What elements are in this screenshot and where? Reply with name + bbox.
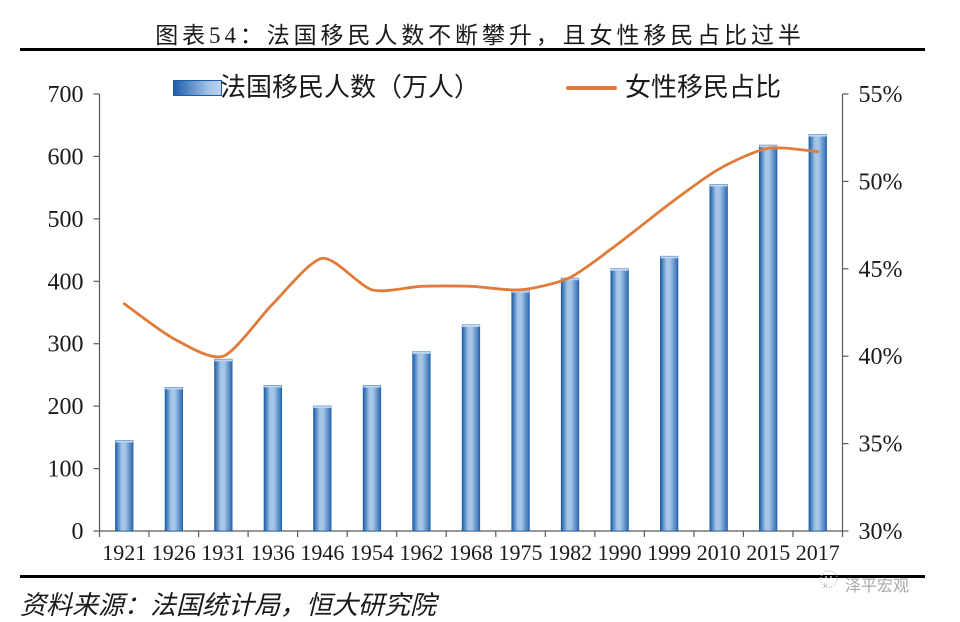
svg-text:1975: 1975 — [499, 540, 543, 565]
svg-text:2017: 2017 — [796, 540, 840, 565]
svg-text:600: 600 — [48, 144, 84, 170]
svg-text:1990: 1990 — [598, 540, 642, 565]
svg-text:1921: 1921 — [102, 540, 146, 565]
svg-text:1982: 1982 — [548, 540, 592, 565]
svg-text:200: 200 — [48, 394, 84, 420]
svg-text:1968: 1968 — [449, 540, 493, 565]
svg-text:500: 500 — [48, 207, 84, 233]
svg-text:35%: 35% — [859, 432, 903, 458]
svg-text:2015: 2015 — [746, 540, 790, 565]
svg-text:400: 400 — [48, 269, 84, 295]
svg-text:300: 300 — [48, 332, 84, 358]
svg-text:30%: 30% — [859, 519, 903, 545]
svg-text:100: 100 — [48, 457, 84, 483]
svg-text:1936: 1936 — [251, 540, 295, 565]
svg-text:2010: 2010 — [697, 540, 741, 565]
svg-text:1954: 1954 — [350, 540, 394, 565]
svg-text:40%: 40% — [859, 344, 903, 370]
svg-text:45%: 45% — [859, 257, 903, 283]
svg-text:55%: 55% — [859, 82, 903, 108]
svg-text:0: 0 — [72, 519, 84, 545]
svg-text:1962: 1962 — [400, 540, 444, 565]
svg-text:1926: 1926 — [152, 540, 196, 565]
svg-text:1999: 1999 — [647, 540, 691, 565]
svg-text:1946: 1946 — [300, 540, 344, 565]
svg-text:700: 700 — [48, 82, 84, 108]
svg-text:50%: 50% — [859, 169, 903, 195]
svg-text:1931: 1931 — [201, 540, 245, 565]
